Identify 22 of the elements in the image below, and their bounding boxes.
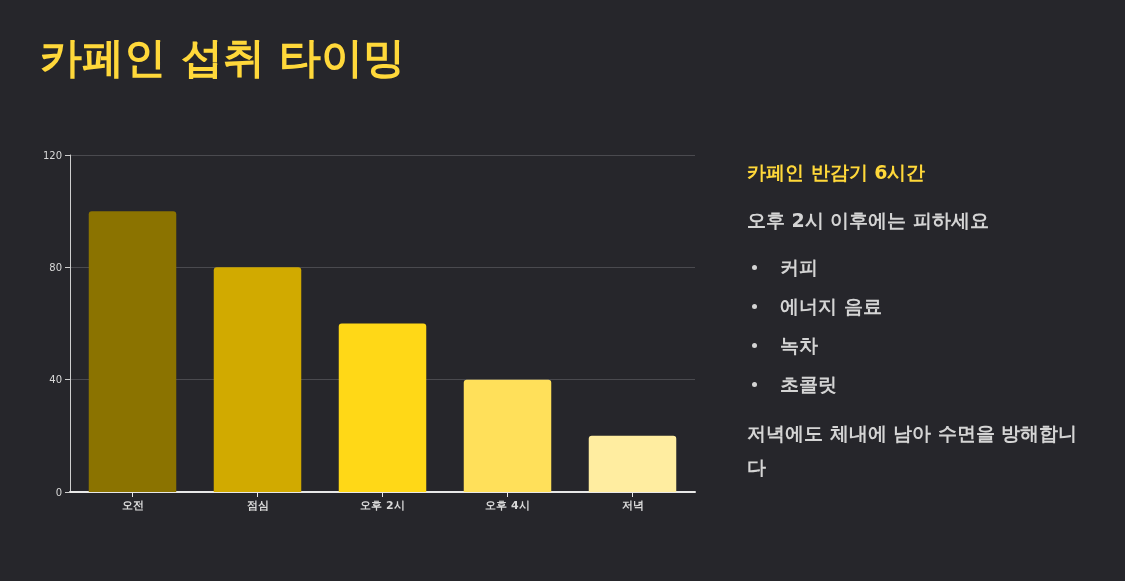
chart-title: 카페인 섭취 타이밍 <box>40 32 406 84</box>
y-tick-label: 120 <box>42 149 62 161</box>
x-tick-label: 점심 <box>246 499 269 512</box>
text: 카페인 반감기 6시간 <box>747 160 927 185</box>
text: 초콜릿 <box>780 371 837 397</box>
x-tick-label: 오후 2시 <box>360 499 405 512</box>
bar <box>213 267 302 492</box>
bar <box>338 323 427 492</box>
bar <box>463 379 552 492</box>
y-tick-label: 0 <box>55 486 62 498</box>
text: 커피 <box>780 254 818 280</box>
bar <box>588 435 677 492</box>
y-tick-label: 80 <box>49 261 62 273</box>
text: 오후 2시 이후에는 피하세요 <box>747 208 991 233</box>
y-tick-label: 40 <box>49 374 62 386</box>
text: 녹차 <box>780 332 818 358</box>
x-tick-label: 오후 4시 <box>485 499 530 512</box>
x-tick-label: 저녁 <box>621 499 644 512</box>
text: 저녁에도 체내에 남아 수면을 방해합니다 <box>747 421 1079 480</box>
x-tick-label: 오전 <box>121 499 144 512</box>
bar <box>88 211 177 492</box>
text: 에너지 음료 <box>780 293 882 319</box>
